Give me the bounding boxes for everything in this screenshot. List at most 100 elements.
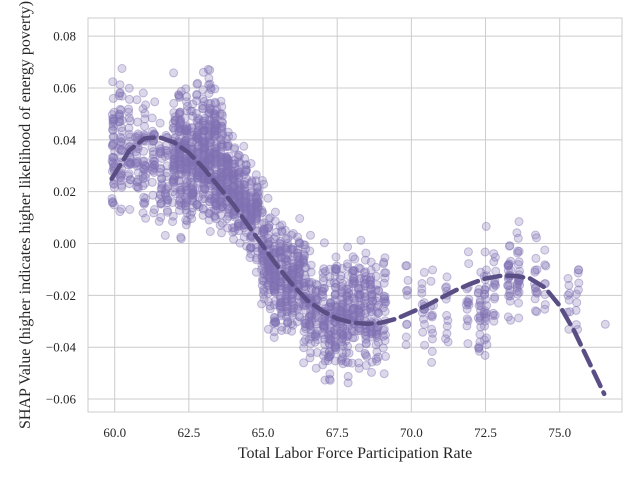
scatter-point: [217, 109, 227, 119]
scatter-point: [124, 179, 134, 189]
scatter-point: [115, 114, 125, 124]
scatter-point: [341, 307, 351, 317]
scatter-point: [176, 198, 186, 207]
scatter-point: [287, 269, 297, 279]
scatter-point: [252, 211, 261, 221]
scatter-point: [251, 192, 261, 202]
scatter-point: [139, 198, 148, 208]
scatter-point: [117, 115, 127, 125]
scatter-point: [124, 157, 133, 167]
scatter-point: [326, 323, 336, 333]
scatter-point: [210, 131, 220, 141]
scatter-point: [188, 161, 198, 171]
scatter-point: [198, 127, 208, 137]
scatter-point: [205, 147, 214, 156]
scatter-point: [192, 200, 202, 210]
scatter-point: [246, 214, 256, 224]
scatter-point: [288, 320, 298, 330]
scatter-point: [246, 159, 256, 168]
scatter-point: [107, 110, 117, 120]
scatter-point: [206, 138, 216, 148]
scatter-point: [180, 154, 190, 164]
scatter-point: [125, 132, 135, 142]
scatter-point: [282, 256, 292, 265]
scatter-point: [204, 73, 214, 83]
scatter-point: [338, 300, 348, 310]
scatter-point: [235, 197, 245, 207]
scatter-point: [199, 180, 209, 190]
scatter-point: [281, 257, 290, 267]
scatter-point: [342, 292, 352, 302]
scatter-point: [356, 283, 366, 293]
scatter-point: [199, 174, 209, 184]
scatter-point: [110, 146, 120, 156]
scatter-point: [378, 343, 388, 353]
scatter-point: [344, 288, 354, 298]
scatter-point: [221, 175, 231, 184]
scatter-point: [282, 286, 292, 296]
scatter-point: [200, 175, 210, 185]
scatter-point: [117, 126, 127, 136]
scatter-point: [252, 253, 262, 263]
scatter-point: [264, 266, 274, 276]
scatter-point: [182, 92, 191, 102]
scatter-point: [188, 188, 198, 198]
scatter-point: [503, 281, 513, 291]
scatter-point: [319, 238, 329, 248]
scatter-point: [338, 340, 348, 349]
scatter-point: [276, 280, 286, 290]
scatter-point: [311, 285, 321, 295]
scatter-point: [155, 194, 164, 204]
scatter-point: [187, 161, 197, 171]
scatter-point: [115, 80, 125, 90]
scatter-point: [311, 286, 321, 296]
scatter-point: [176, 201, 186, 211]
scatter-point: [265, 304, 275, 314]
scatter-point: [332, 302, 342, 312]
scatter-point: [253, 201, 263, 211]
scatter-point: [380, 294, 389, 304]
scatter-point: [253, 203, 263, 213]
scatter-point: [360, 278, 370, 288]
scatter-point: [181, 156, 190, 166]
scatter-point: [115, 172, 125, 182]
scatter-point: [193, 173, 203, 183]
scatter-point: [252, 194, 262, 203]
scatter-point: [514, 257, 524, 267]
scatter-point: [281, 296, 291, 306]
scatter-point: [269, 282, 279, 292]
scatter-point: [320, 340, 330, 350]
scatter-point: [174, 92, 184, 102]
y-tick-label: 0.02: [53, 184, 76, 199]
scatter-point: [169, 150, 179, 160]
scatter-point: [299, 278, 309, 288]
scatter-point: [325, 272, 335, 282]
scatter-point: [242, 191, 251, 201]
scatter-point: [205, 104, 215, 114]
scatter-point: [366, 284, 376, 294]
scatter-point: [512, 283, 522, 293]
scatter-point: [276, 293, 286, 303]
scatter-point: [275, 301, 285, 311]
scatter-point: [192, 96, 202, 106]
scatter-point: [186, 106, 196, 116]
scatter-point: [379, 278, 389, 288]
scatter-point: [181, 215, 191, 225]
scatter-point: [217, 172, 227, 182]
scatter-point: [210, 212, 220, 222]
scatter-point: [283, 304, 293, 314]
scatter-point: [482, 340, 492, 350]
scatter-point: [443, 316, 453, 325]
scatter-point: [124, 169, 134, 179]
scatter-point: [292, 275, 302, 285]
scatter-point: [192, 89, 202, 99]
scatter-point: [125, 175, 135, 185]
scatter-point: [209, 197, 219, 206]
scatter-point: [264, 273, 273, 283]
scatter-point: [149, 156, 159, 166]
scatter-point: [265, 213, 275, 223]
scatter-point: [132, 161, 142, 171]
scatter-point: [264, 263, 274, 273]
scatter-point: [176, 188, 186, 197]
scatter-point: [277, 253, 287, 263]
